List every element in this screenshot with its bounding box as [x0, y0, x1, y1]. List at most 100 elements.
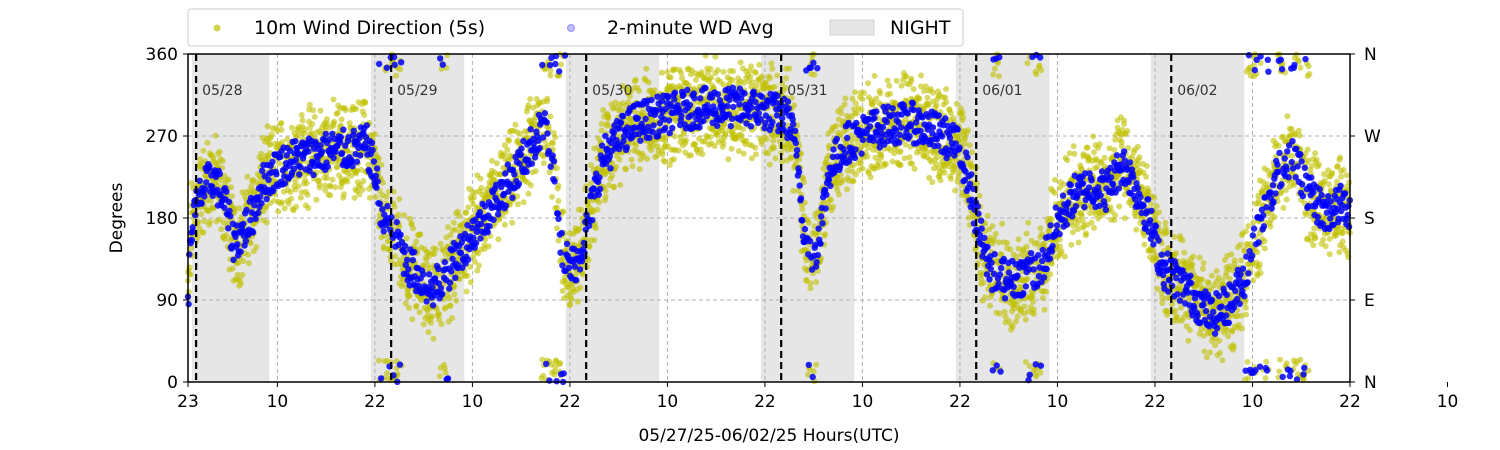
avg-point: [265, 176, 272, 184]
raw-point: [413, 302, 420, 309]
raw-point: [659, 151, 666, 158]
raw-point: [675, 147, 682, 154]
raw-point: [842, 95, 849, 102]
raw-point: [762, 80, 769, 87]
raw-point: [410, 225, 417, 232]
raw-point: [1277, 190, 1284, 197]
raw-point: [1058, 248, 1065, 255]
raw-point: [547, 72, 554, 79]
raw-point: [493, 160, 500, 167]
raw-point: [1250, 277, 1257, 284]
raw-point: [811, 71, 818, 78]
raw-point: [1039, 295, 1046, 301]
raw-point: [332, 184, 339, 191]
raw-point: [1061, 181, 1067, 188]
avg-point: [398, 59, 405, 66]
raw-point: [324, 175, 330, 182]
raw-point: [827, 197, 834, 204]
raw-point: [1310, 242, 1317, 249]
raw-point: [859, 165, 866, 172]
raw-point: [948, 175, 954, 182]
avg-point: [457, 249, 465, 257]
avg-point: [338, 150, 346, 157]
raw-point: [1244, 358, 1251, 365]
raw-point: [1038, 67, 1045, 74]
raw-point: [540, 160, 547, 167]
raw-point: [1297, 356, 1304, 363]
raw-point: [351, 194, 358, 201]
raw-point: [361, 112, 368, 118]
raw-point: [237, 280, 244, 287]
raw-point: [1030, 298, 1037, 305]
raw-point: [671, 133, 678, 140]
avg-point: [437, 55, 444, 62]
avg-point: [452, 274, 459, 281]
raw-point: [853, 110, 860, 117]
raw-point: [520, 199, 527, 206]
avg-point: [277, 153, 284, 160]
avg-point: [486, 223, 493, 230]
raw-point: [628, 156, 635, 163]
raw-point: [1121, 117, 1128, 124]
avg-point: [310, 171, 317, 179]
raw-point: [552, 134, 559, 141]
raw-point: [1007, 246, 1014, 253]
raw-point: [1304, 146, 1311, 153]
avg-point: [555, 215, 562, 222]
raw-point: [632, 140, 639, 147]
raw-point: [501, 221, 508, 228]
raw-point: [692, 76, 699, 83]
raw-point: [316, 184, 323, 191]
avg-point: [374, 178, 381, 185]
raw-point: [602, 187, 609, 194]
avg-point: [541, 110, 549, 117]
raw-point: [341, 191, 347, 198]
avg-point: [377, 375, 385, 382]
raw-point: [1022, 316, 1029, 323]
raw-point: [1030, 311, 1037, 317]
raw-point: [578, 206, 585, 213]
raw-point: [1200, 260, 1207, 266]
raw-point: [1190, 253, 1197, 260]
raw-point: [1201, 348, 1208, 355]
avg-point: [502, 202, 510, 209]
raw-point: [1172, 307, 1179, 314]
raw-point: [883, 161, 889, 168]
raw-point: [297, 194, 304, 201]
raw-point: [941, 169, 948, 176]
raw-point: [228, 193, 235, 200]
avg-point: [206, 163, 213, 170]
avg-point: [607, 165, 614, 172]
raw-point: [549, 193, 555, 200]
raw-point: [367, 194, 373, 201]
raw-point: [267, 141, 274, 148]
raw-point: [279, 139, 286, 146]
raw-point: [758, 73, 765, 80]
raw-point: [514, 193, 521, 200]
raw-point: [770, 145, 777, 152]
raw-point: [338, 116, 345, 123]
avg-point: [237, 248, 244, 255]
raw-point: [1316, 161, 1323, 168]
raw-point: [281, 205, 288, 212]
avg-point: [623, 144, 630, 151]
avg-point: [234, 241, 241, 248]
raw-point: [728, 145, 735, 152]
raw-point: [737, 59, 744, 66]
raw-point: [916, 95, 923, 102]
raw-point: [707, 66, 714, 72]
raw-point: [683, 137, 690, 144]
raw-point: [1340, 166, 1347, 173]
raw-point: [1043, 288, 1050, 295]
avg-point: [420, 271, 427, 278]
raw-point: [722, 131, 729, 138]
raw-point: [605, 182, 612, 189]
raw-point: [753, 69, 759, 76]
raw-point: [451, 283, 458, 290]
raw-point: [305, 205, 312, 211]
raw-point: [1156, 209, 1162, 216]
raw-point: [838, 110, 845, 117]
raw-point: [303, 180, 310, 187]
raw-point: [867, 174, 874, 181]
raw-point: [474, 267, 481, 274]
